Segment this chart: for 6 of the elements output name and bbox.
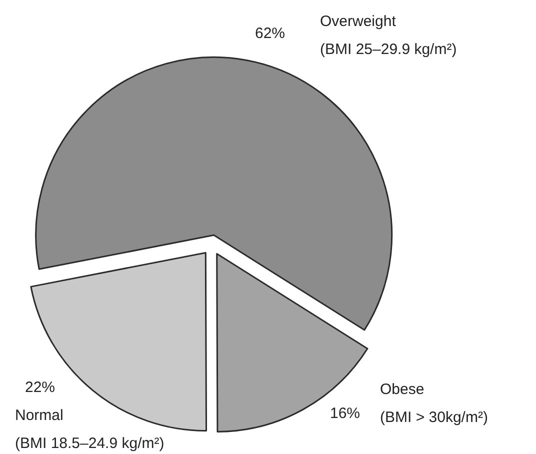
data-label: 62%: [254, 24, 286, 42]
data-label: 16%: [330, 404, 360, 422]
data-label: 22%: [24, 378, 56, 396]
slice-label: Overweight (BMI 25–29.9 kg/m²): [320, 12, 457, 58]
slice-label: Normal (BMI 18.5–24.9 kg/m²): [15, 406, 164, 452]
slice-label: Obese (BMI > 30kg/m²): [380, 380, 488, 426]
